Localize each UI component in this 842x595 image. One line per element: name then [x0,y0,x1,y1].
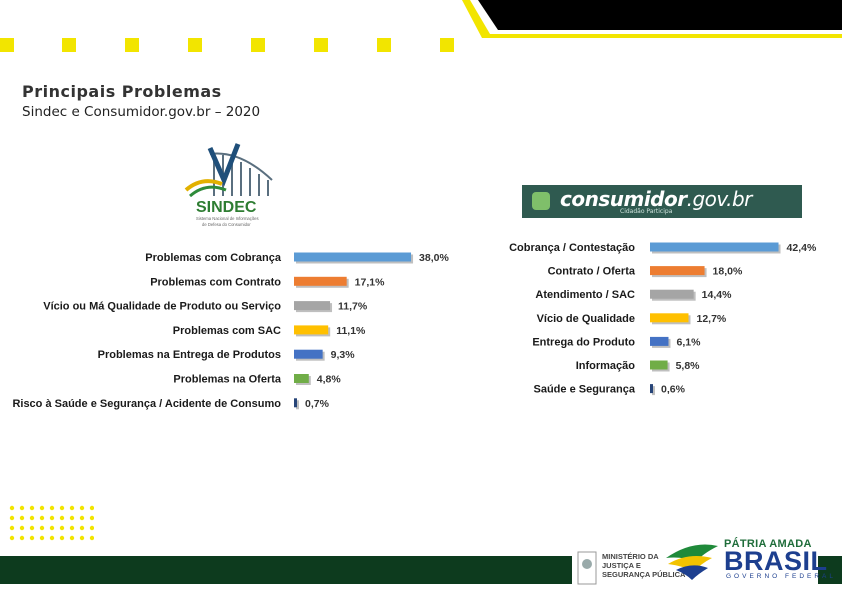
bar [650,336,669,346]
bottom-dot-grid [9,505,94,541]
category-label: Informação [576,360,636,372]
value-label: 38,0% [419,252,449,264]
category-label: Contrato / Oferta [548,266,636,278]
value-label: 42,4% [787,242,817,254]
ministry-line-1: MINISTÉRIO DA [602,552,659,561]
sindec-wordmark: SINDEC [196,199,257,216]
decor-dot [314,38,328,52]
category-label: Problemas na Oferta [173,374,281,386]
decor-dot [377,38,391,52]
category-label: Entrega do Produto [532,336,635,348]
category-label: Saúde e Segurança [534,384,636,396]
category-label: Atendimento / SAC [535,289,635,301]
decor-dot [62,38,76,52]
value-label: 11,7% [338,301,368,313]
bar [650,384,653,394]
sindec-caption-1: Sistema Nacional de Informações [196,216,259,221]
chart-consumidor-svg: Cobrança / Contestação 42,4% Contrato / Of… [509,242,817,396]
value-label: 0,6% [661,384,686,396]
category-label: Problemas com Contrato [150,276,281,288]
bar [650,266,705,276]
bar [650,360,668,370]
page-subtitle: Sindec e Consumidor.gov.br – 2020 [22,104,261,120]
top-right-banner [462,0,842,38]
bar [650,289,694,299]
value-label: 5,8% [676,360,701,372]
category-label: Vício de Qualidade [537,313,635,325]
category-label: Problemas com SAC [173,325,281,337]
ministry-logo: MINISTÉRIO DA JUSTIÇA E SEGURANÇA PÚBLIC… [570,544,685,592]
bar [294,349,323,359]
value-label: 4,8% [317,374,342,386]
consumidor-tagline: Cidadão Participa [620,208,673,215]
brazil-flag-emblem-icon [666,544,718,580]
governo-federal-logo: PÁTRIA AMADA BRASIL GOVERNO FEDERAL [662,536,833,586]
value-label: 12,7% [696,313,726,325]
ministry-line-2: JUSTIÇA E [602,561,641,570]
chart-sindec: Problemas com Cobrança 38,0% Problemas com… [0,240,470,420]
gov-patria-text: PÁTRIA AMADA [724,538,812,550]
decor-dot [125,38,139,52]
category-label: Vício ou Má Qualidade de Produto ou Serv… [43,301,281,313]
bar [650,313,689,323]
bar [294,374,309,383]
category-label: Problemas com Cobrança [145,252,282,264]
consumidor-logo: consumidor.gov.br Cidadão Participa [522,185,802,218]
gov-federal-text: GOVERNO FEDERAL [726,573,837,580]
category-label: Cobrança / Contestação [509,242,635,254]
value-label: 9,3% [331,349,356,361]
consumidor-mark-icon [532,192,550,210]
bar-shadow [296,400,299,410]
bar [294,325,329,335]
bar [294,276,347,286]
chart-consumidor: Cobrança / Contestação 42,4% Contrato / Of… [490,232,842,402]
bar [294,301,331,311]
footer-bar-right [818,556,842,584]
page-title: Principais Problemas [22,82,222,101]
gov-brasil-text: BRASIL [724,546,828,576]
decor-dot [0,38,14,52]
bar [294,398,297,408]
sindec-logo: SINDEC Sistema Nacional de Informações d… [180,140,280,232]
chart-sindec-svg: Problemas com Cobrança 38,0% Problemas com… [12,252,449,410]
sindec-caption-2: de Defesa do Consumidor [202,222,251,227]
value-label: 0,7% [305,398,330,410]
decor-dot [188,38,202,52]
category-label: Risco à Saúde e Segurança / Acidente de … [12,398,281,410]
bar [294,252,412,262]
top-dot-row [0,38,460,52]
bar-shadow [652,386,655,396]
footer-bar [0,556,572,584]
consumidor-wordmark: consumidor.gov.br [560,187,752,211]
ministry-emblem-icon [577,551,597,585]
category-label: Problemas na Entrega de Produtos [98,349,281,361]
bar [650,242,779,252]
decor-dot [251,38,265,52]
value-label: 6,1% [676,336,701,348]
value-label: 14,4% [702,289,732,301]
value-label: 18,0% [713,266,743,278]
ministry-line-3: SEGURANÇA PÚBLICA [602,570,686,579]
value-label: 17,1% [355,276,385,288]
decor-dot [440,38,454,52]
value-label: 11,1% [336,325,366,337]
